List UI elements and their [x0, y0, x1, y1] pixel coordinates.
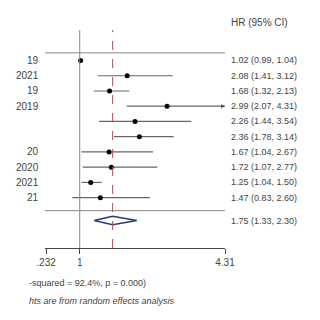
svg-text:1.25 (1.04, 1.50): 1.25 (1.04, 1.50)	[231, 177, 297, 187]
svg-text:19: 19	[27, 85, 39, 96]
svg-text:.232: .232	[36, 257, 56, 268]
svg-text:1.67 (1.04, 2.67): 1.67 (1.04, 2.67)	[231, 147, 297, 157]
svg-text:1.02 (0.99, 1.04): 1.02 (0.99, 1.04)	[231, 55, 297, 65]
svg-text:1.47 (0.83, 2.60): 1.47 (0.83, 2.60)	[231, 193, 297, 203]
svg-text:-squared = 92.4%, p = 0.000): -squared = 92.4%, p = 0.000)	[29, 278, 146, 288]
svg-text:2019: 2019	[16, 101, 39, 112]
svg-text:4.31: 4.31	[215, 257, 235, 268]
svg-text:2021: 2021	[16, 177, 39, 188]
svg-text:1: 1	[77, 257, 83, 268]
svg-text:1.75 (1.33, 2.30): 1.75 (1.33, 2.30)	[231, 216, 297, 226]
svg-text:1.72 (1.07, 2.77): 1.72 (1.07, 2.77)	[231, 162, 297, 172]
svg-text:1.68 (1.32, 2.13): 1.68 (1.32, 2.13)	[231, 86, 297, 96]
svg-text:2.08 (1.41, 3.12): 2.08 (1.41, 3.12)	[231, 71, 297, 81]
svg-text:2.99 (2.07, 4.31): 2.99 (2.07, 4.31)	[231, 101, 297, 111]
svg-text:hts are from random effects an: hts are from random effects analysis	[29, 296, 175, 306]
svg-text:21: 21	[27, 192, 39, 203]
svg-text:HR (95% CI): HR (95% CI)	[231, 17, 288, 28]
svg-text:2.36 (1.78, 3.14): 2.36 (1.78, 3.14)	[231, 132, 297, 142]
svg-text:19: 19	[27, 55, 39, 66]
svg-text:2020: 2020	[16, 162, 39, 173]
svg-text:2.26 (1.44, 3.54): 2.26 (1.44, 3.54)	[231, 116, 297, 126]
svg-text:20: 20	[27, 146, 39, 157]
svg-text:2021: 2021	[16, 70, 39, 81]
